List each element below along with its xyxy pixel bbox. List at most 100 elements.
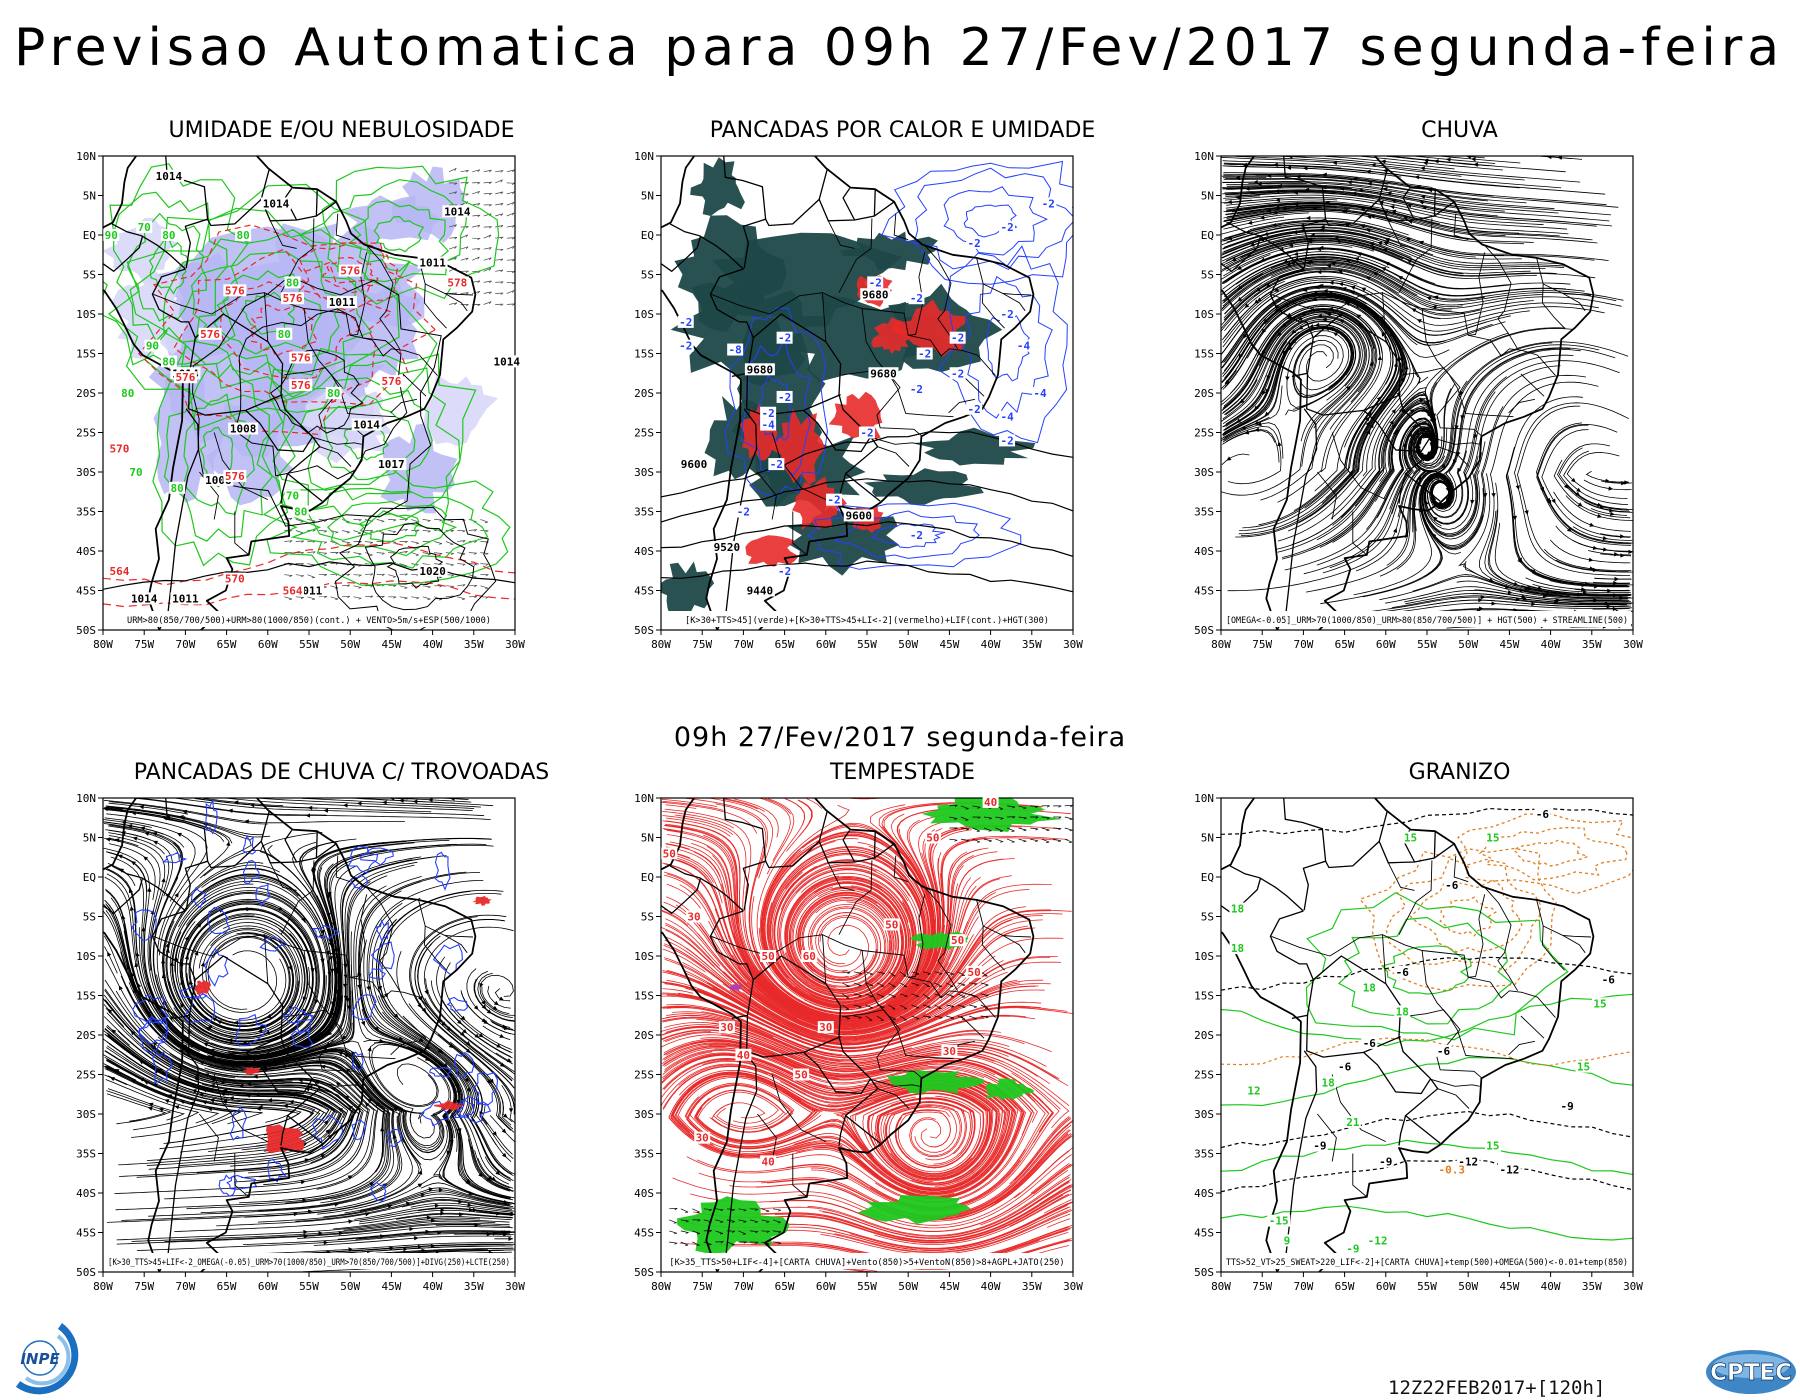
- streamline-arrow: [1256, 421, 1262, 427]
- state-border-line: [1468, 894, 1486, 978]
- wind-arrow: [341, 584, 351, 587]
- legend-box: [105, 611, 513, 627]
- wind-arrow: [388, 574, 396, 578]
- streamline: [698, 1159, 1035, 1217]
- streamline: [1225, 379, 1258, 416]
- lat-label: 10N: [76, 150, 96, 163]
- streamline: [108, 837, 139, 847]
- wind-arrow: [692, 1208, 700, 1213]
- lat-label: 30S: [76, 466, 96, 479]
- lon-label: 40W: [981, 638, 1001, 651]
- streamline: [185, 844, 336, 1057]
- streamline: [769, 1163, 1072, 1233]
- streamline: [665, 1041, 1005, 1079]
- border-line: [661, 235, 702, 273]
- lon-label: 35W: [1022, 1280, 1042, 1293]
- streamline: [1222, 260, 1418, 307]
- wind-arrow: [472, 237, 481, 241]
- streamline: [723, 798, 765, 812]
- streamline: [703, 993, 1050, 1050]
- contour-label-bg: [1311, 1139, 1328, 1152]
- contour-label: 9680: [870, 367, 897, 380]
- wind-arrow: [888, 982, 896, 988]
- state-border-line: [827, 862, 855, 891]
- lat-label: 25S: [1194, 427, 1214, 440]
- streamline-arrow: [466, 1087, 471, 1093]
- wind-arrow: [1006, 838, 1015, 843]
- streamline-arrow: [456, 1099, 461, 1105]
- streamline-arrow: [226, 841, 231, 847]
- lat-label: 30S: [1194, 466, 1214, 479]
- contour-line: [182, 393, 255, 516]
- lat-label: 10S: [76, 950, 96, 963]
- contour-label: 30: [720, 1021, 733, 1034]
- shaded-patch: [433, 1101, 465, 1111]
- wind-arrow: [364, 585, 374, 588]
- streamline-arrow: [176, 832, 182, 837]
- lon-label: 75W: [134, 1280, 154, 1293]
- contour-label: 70: [286, 490, 299, 503]
- state-border-line: [213, 1074, 268, 1143]
- streamline-arrow: [486, 1177, 492, 1182]
- wind-arrow: [983, 827, 992, 832]
- streamline: [300, 843, 487, 1048]
- streamline: [888, 1095, 981, 1173]
- streamline-arrow: [298, 1078, 303, 1083]
- streamline: [661, 1034, 930, 1073]
- streamline-arrow: [1409, 409, 1415, 414]
- streamline: [1287, 292, 1411, 532]
- contour-line: [192, 275, 442, 527]
- panel-title-chuva: CHUVA: [1421, 118, 1498, 143]
- contour-label: -0.3: [1438, 1163, 1465, 1176]
- streamline: [1537, 424, 1633, 544]
- streamline: [141, 1047, 349, 1167]
- streamline: [344, 1187, 512, 1214]
- streamline: [1484, 510, 1628, 597]
- streamline: [686, 1156, 1021, 1210]
- streamline: [104, 1065, 263, 1125]
- border-line: [245, 1051, 313, 1095]
- contour-label: -12: [1499, 1163, 1519, 1176]
- divergence-contour: [290, 1030, 314, 1049]
- contour-label-bg: [817, 1021, 834, 1034]
- shaded-patch: [782, 294, 947, 382]
- border-line: [742, 840, 895, 911]
- streamline: [675, 1075, 817, 1146]
- streamline: [664, 939, 927, 1039]
- state-border-line: [1430, 436, 1480, 445]
- lat-label: EQ: [641, 871, 654, 884]
- streamline-arrow: [1593, 598, 1598, 603]
- streamline-arrow: [1531, 601, 1536, 607]
- streamline: [474, 970, 515, 1022]
- border-line: [315, 831, 318, 859]
- streamline-arrow: [347, 1175, 353, 1180]
- border-line: [723, 798, 767, 862]
- wind-arrow: [353, 530, 362, 534]
- streamline-arrow: [147, 1106, 153, 1111]
- streamline-arrow: [1491, 601, 1497, 606]
- south-america-coastline: [1221, 156, 1595, 630]
- streamline: [1226, 208, 1470, 239]
- border-line: [1221, 877, 1262, 915]
- streamline: [144, 1046, 356, 1174]
- border-line: [1402, 188, 1416, 221]
- streamline: [1222, 253, 1507, 297]
- state-border-line: [199, 1113, 219, 1162]
- streamline: [171, 886, 303, 1038]
- streamline-arrow: [1356, 314, 1362, 319]
- state-border-line: [319, 446, 352, 467]
- wind-arrow: [960, 838, 969, 842]
- streamline: [687, 955, 1004, 1040]
- legend-box: [663, 1253, 1071, 1269]
- streamline: [732, 1211, 1069, 1254]
- wind-arrow: [853, 971, 862, 975]
- streamline-arrow: [1291, 329, 1297, 334]
- shaded-patch: [193, 980, 211, 996]
- wind-arrow: [318, 530, 328, 533]
- streamline-arrow: [361, 1020, 366, 1026]
- streamline-arrow: [460, 1015, 466, 1021]
- streamline-arrow: [428, 1187, 434, 1192]
- lon-label: 40W: [423, 1280, 443, 1293]
- streamline-arrow: [440, 1208, 446, 1213]
